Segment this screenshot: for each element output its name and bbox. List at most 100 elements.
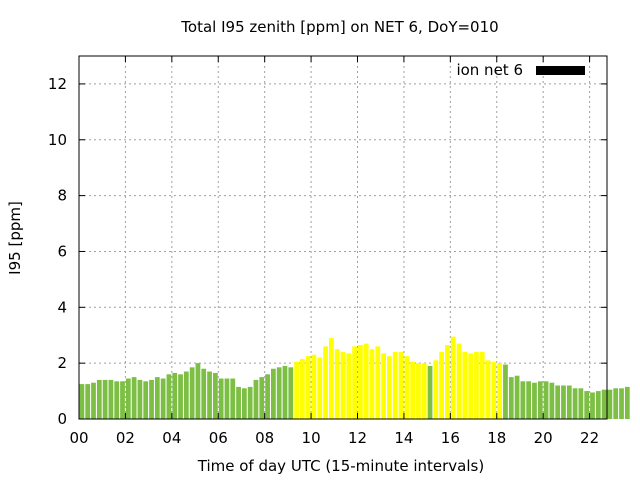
y-tick-label: 6 [57, 242, 67, 260]
bar [410, 361, 416, 419]
bar [212, 372, 218, 419]
bar [619, 388, 624, 419]
bar [120, 381, 125, 419]
bar [282, 365, 288, 419]
bar [131, 377, 137, 419]
bar [381, 353, 386, 419]
bar [439, 351, 445, 419]
x-tick-label: 04 [162, 429, 181, 447]
bar [114, 381, 120, 419]
bar [352, 346, 357, 419]
bar [485, 360, 491, 419]
bar [555, 385, 561, 419]
bar [102, 379, 108, 419]
bar [404, 356, 410, 419]
bar [166, 374, 172, 419]
x-tick-label: 22 [580, 429, 599, 447]
bar [195, 363, 201, 419]
legend: ion net 6 [456, 61, 585, 79]
bar [154, 377, 160, 419]
bar [595, 391, 601, 419]
bar [230, 378, 236, 419]
bar [358, 345, 363, 419]
bar [340, 351, 346, 419]
bar [497, 363, 503, 419]
bar [247, 386, 253, 419]
bar [624, 386, 630, 419]
bar [137, 379, 143, 419]
bar [398, 351, 404, 419]
bar [79, 384, 85, 419]
bar [474, 351, 479, 419]
bar [149, 379, 154, 419]
bar [218, 378, 224, 419]
bar [491, 361, 497, 419]
y-tick-label: 12 [48, 75, 67, 93]
bar [183, 371, 189, 419]
bar [108, 379, 114, 419]
x-axis-label: Time of day UTC (15-minute intervals) [197, 457, 484, 475]
bar [421, 363, 427, 419]
bar [543, 381, 549, 419]
bar [607, 389, 613, 419]
bar [201, 368, 207, 419]
bar [561, 385, 566, 419]
bars [79, 336, 630, 419]
bar [346, 353, 352, 419]
bar [172, 372, 178, 419]
bar [590, 392, 595, 419]
bar [450, 336, 456, 419]
bar [369, 349, 375, 419]
bar [456, 343, 462, 419]
bar [224, 378, 230, 419]
legend-label: ion net 6 [456, 61, 523, 79]
legend-swatch [536, 66, 585, 75]
bar [323, 346, 328, 419]
bar [445, 345, 450, 419]
grid [79, 56, 607, 419]
x-tick-label: 12 [348, 429, 367, 447]
y-tick-label: 10 [48, 131, 67, 149]
x-tick-labels: 00 02 04 06 08 10 12 14 16 18 20 22 [69, 429, 599, 447]
bar [532, 382, 537, 419]
bar [549, 382, 555, 419]
bar [526, 381, 532, 419]
bar [387, 356, 392, 419]
x-tick-label: 20 [534, 429, 553, 447]
x-tick-label: 00 [69, 429, 88, 447]
bar [270, 368, 276, 419]
bar [537, 381, 543, 419]
bar [276, 367, 282, 419]
x-tick-label: 16 [441, 429, 460, 447]
bar [508, 377, 514, 419]
bar [329, 338, 334, 419]
bar [85, 384, 91, 419]
y-tick-labels: 0 2 4 6 8 10 12 [48, 75, 67, 428]
y-tick-label: 8 [57, 187, 67, 205]
x-tick-label: 02 [116, 429, 135, 447]
bar [317, 357, 323, 419]
bar [468, 353, 474, 419]
plot-frame [78, 55, 608, 420]
bar [572, 388, 578, 419]
bar [207, 371, 212, 419]
bar [613, 388, 619, 419]
y-tick-label: 4 [57, 298, 67, 316]
bar [189, 367, 195, 419]
bar [392, 351, 398, 419]
bar [241, 388, 247, 419]
bar [479, 351, 485, 419]
bar [363, 343, 369, 419]
bar [253, 379, 259, 419]
bar [259, 377, 265, 419]
bar [311, 354, 317, 419]
bar [503, 364, 508, 419]
x-tick-label: 18 [487, 429, 506, 447]
y-tick-label: 2 [57, 354, 67, 372]
bar [514, 375, 520, 419]
bar [125, 378, 131, 419]
bar [178, 374, 183, 419]
bar [305, 356, 311, 419]
bar [375, 346, 381, 419]
